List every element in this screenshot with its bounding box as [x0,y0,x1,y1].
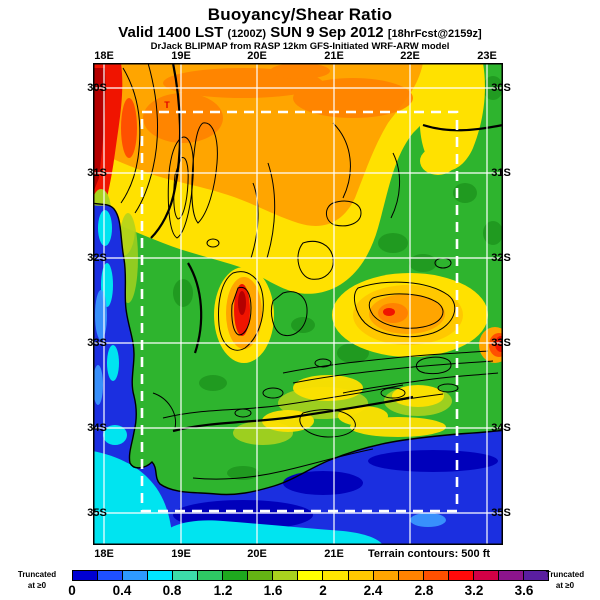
colorbar-tick: 2 [319,583,327,598]
colorbar-segment [373,571,399,580]
lat-lon-grid [93,63,503,545]
colorbar-tick: 3.2 [464,583,484,598]
truncated-right-line2: at ≥0 [555,580,575,590]
top-axis-label: 23E [477,50,497,62]
colorbar-segment [398,571,424,580]
map-frame [93,63,503,545]
colorbar-tick: 2.4 [363,583,383,598]
valid-date: SUN 9 Sep 2012 [270,24,384,41]
colorbar-segment [248,571,274,580]
left-axis-label: 33S [87,337,107,349]
colorbar-tick: 3.6 [514,583,534,598]
right-axis-label: 31S [491,167,511,179]
right-axis-label: 35S [491,507,511,519]
bottom-axis-label: 21E [324,548,344,560]
colorbar-tick: 0.4 [112,583,132,598]
top-axis-label: 19E [171,50,191,62]
colorbar-segment [473,571,499,580]
left-axis-label: 34S [87,422,107,434]
terrain-contours [120,63,503,480]
bottom-axis-label: 19E [171,548,191,560]
colorbar-tick: 0.8 [162,583,182,598]
domain-boundary-dashed [140,110,459,513]
map-plot: T [93,63,503,545]
colorbar-segment [123,571,149,580]
model-info: DrJack BLIPMAP from RASP 12km GFS-Initia… [150,41,450,52]
right-axis-label: 30S [491,82,511,94]
colorbar-segment [523,571,548,580]
forecast-info: [18hrFcst@2159z] [387,28,482,40]
chart-subtitle: Valid 1400 LST (1200Z) SUN 9 Sep 2012 [1… [0,24,600,41]
terrain-contour-note: Terrain contours: 500 ft [368,548,491,560]
top-axis-label: 21E [324,50,344,62]
colorbar-segment [448,571,474,580]
colorbar-segment [223,571,249,580]
colorbar-segment [323,571,349,580]
chart-title: Buoyancy/Shear Ratio [207,5,393,24]
right-axis-label: 33S [491,337,511,349]
truncated-note-left: Truncated at ≥0 [8,570,66,592]
left-axis-label: 30S [87,82,107,94]
right-axis-label: 32S [491,252,511,264]
top-axis-label: 20E [247,50,267,62]
left-axis-label: 31S [87,167,107,179]
valid-time: Valid 1400 LST [118,24,224,41]
colorbar-segment [423,571,449,580]
valid-zulu: (1200Z) [227,28,267,40]
colorbar-segment [73,571,99,580]
bottom-axis-label: 18E [94,548,114,560]
colorbar-segment [148,571,174,580]
colorbar-segments [72,570,549,581]
colorbar-segment [298,571,324,580]
colorbar-segment [173,571,199,580]
colorbar-tick: 1.2 [213,583,233,598]
colorbar-segment [198,571,224,580]
colorbar-tick: 2.8 [414,583,434,598]
coastline [93,202,503,496]
top-axis-label: 22E [400,50,420,62]
truncated-left-line1: Truncated [17,570,57,579]
colorbar-segment [273,571,299,580]
right-axis-label: 34S [491,422,511,434]
site-marker-t: T [164,100,170,110]
colorbar-tick: 0 [68,583,76,598]
truncated-note-right: Truncated at ≥0 [536,570,594,592]
bottom-axis-label: 20E [247,548,267,560]
colorbar-segment [98,571,124,580]
left-axis-label: 32S [87,252,107,264]
left-axis-label: 35S [87,507,107,519]
field-fills [93,63,503,545]
truncated-left-line2: at ≥0 [27,580,47,590]
truncated-right-line1: Truncated [545,570,585,579]
top-axis-label: 18E [94,50,114,62]
colorbar-segment [498,571,524,580]
colorbar-segment [348,571,374,580]
colorbar-tick: 1.6 [263,583,283,598]
